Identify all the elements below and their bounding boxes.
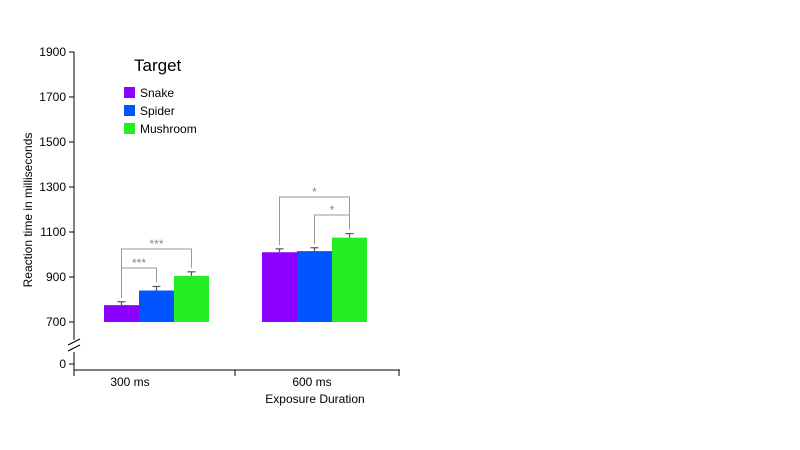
bar-spider-1 bbox=[297, 251, 332, 322]
significance-bracket bbox=[279, 196, 350, 245]
y-tick-label: 900 bbox=[46, 270, 66, 284]
legend-swatch-snake bbox=[124, 87, 135, 98]
chart-axes bbox=[67, 52, 400, 376]
y-tick-label: 1900 bbox=[39, 45, 66, 59]
legend-label-mushroom: Mushroom bbox=[140, 122, 197, 136]
y-tick-label: 700 bbox=[46, 315, 66, 329]
bar-mushroom-0 bbox=[174, 275, 209, 322]
significance-label: * bbox=[312, 185, 317, 199]
bar-snake-1 bbox=[262, 252, 297, 322]
bars bbox=[104, 232, 367, 322]
stimulus-images bbox=[400, 0, 800, 450]
significance-label: *** bbox=[149, 237, 163, 251]
bar-spider-0 bbox=[139, 290, 174, 322]
legend-swatch-mushroom bbox=[124, 123, 135, 134]
legend-label-spider: Spider bbox=[140, 104, 175, 118]
y-tick-label: 1100 bbox=[40, 225, 66, 239]
y-tick-label: 1300 bbox=[39, 180, 66, 194]
bar-mushroom-1 bbox=[332, 237, 367, 322]
y-tick-label: 0 bbox=[59, 357, 66, 371]
significance-label: *** bbox=[132, 256, 146, 270]
legend-swatch-spider bbox=[124, 105, 135, 116]
legend: Target Snake Spider Mushroom bbox=[124, 56, 197, 136]
x-axis-label: Exposure Duration bbox=[265, 392, 364, 406]
bar-snake-0 bbox=[104, 305, 139, 322]
y-axis-label: Reaction time in milliseconds bbox=[21, 133, 35, 288]
significance-annotations: ******** bbox=[121, 185, 350, 298]
legend-title: Target bbox=[134, 56, 182, 75]
y-tick-label: 1700 bbox=[39, 90, 66, 104]
significance-label: * bbox=[330, 203, 335, 217]
significance-bracket bbox=[121, 248, 192, 298]
y-tick-label: 1500 bbox=[39, 135, 66, 149]
x-axis-ticks: 300 ms 600 ms bbox=[110, 375, 331, 389]
x-tick-label: 600 ms bbox=[292, 375, 331, 389]
x-tick-label: 300 ms bbox=[110, 375, 149, 389]
legend-label-snake: Snake bbox=[140, 86, 174, 100]
y-axis-ticks: 1900 1700 1500 1300 1100 900 700 0 bbox=[39, 45, 74, 371]
